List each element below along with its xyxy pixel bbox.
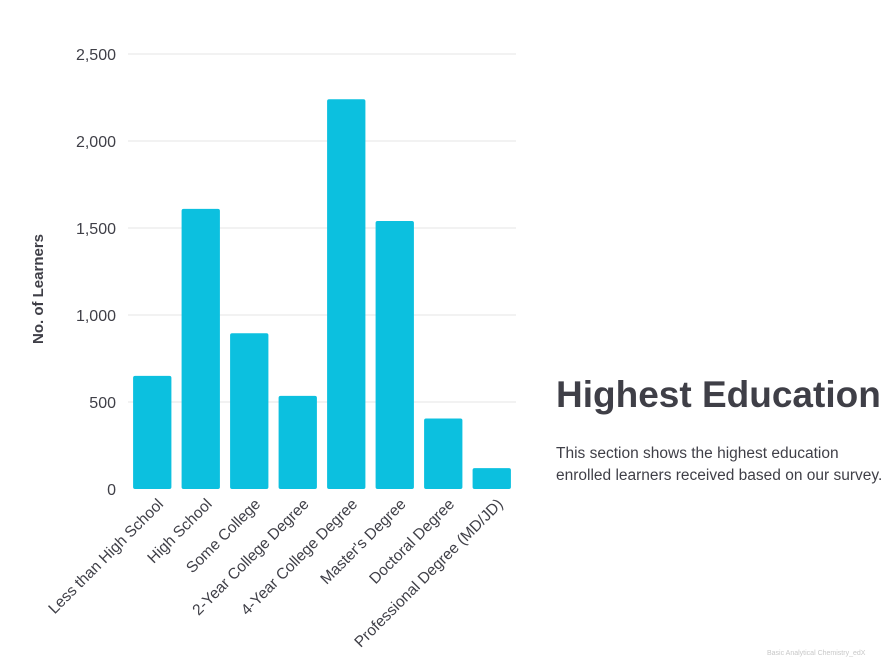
bar	[472, 468, 511, 489]
bar	[327, 99, 366, 490]
bar	[375, 221, 414, 490]
x-tick-label: Master's Degree	[317, 496, 409, 588]
y-tick-labels: 0 500 1,000 1,500 2,000 2,500	[76, 47, 116, 499]
y-tick-label: 1,500	[76, 221, 116, 238]
y-tick-label: 2,000	[76, 134, 116, 151]
x-tick-label: Doctoral Degree	[366, 496, 458, 588]
bar	[230, 333, 269, 489]
bar	[424, 418, 463, 489]
bar	[133, 375, 172, 489]
bars	[133, 99, 511, 490]
chart-svg: 0 500 1,000 1,500 2,000 2,500 Less than High …	[30, 47, 516, 651]
y-tick-label: 500	[89, 395, 116, 412]
section-title: Highest Education	[556, 374, 881, 415]
bar	[278, 395, 317, 489]
bar	[181, 208, 220, 490]
y-axis-label: No. of Learners	[30, 234, 47, 344]
y-tick-label: 2,500	[76, 47, 116, 64]
footnote: Basic Analytical Chemistry_edX	[767, 650, 866, 657]
section-description: This section shows the highest education…	[556, 445, 883, 484]
bar-chart: 0 500 1,000 1,500 2,000 2,500 Less than High …	[30, 47, 516, 651]
y-tick-label: 1,000	[76, 308, 116, 325]
y-tick-label: 0	[107, 482, 116, 499]
